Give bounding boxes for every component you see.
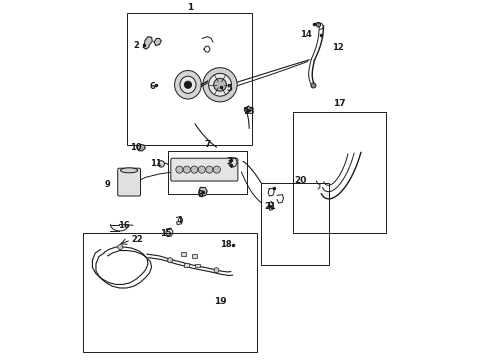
Text: 13: 13 xyxy=(243,107,254,116)
Text: 19: 19 xyxy=(214,297,226,306)
Circle shape xyxy=(198,166,205,173)
Text: 3: 3 xyxy=(226,157,232,166)
Bar xyxy=(181,252,186,256)
Ellipse shape xyxy=(174,71,201,99)
Polygon shape xyxy=(144,37,152,49)
Text: 1: 1 xyxy=(187,3,193,12)
Circle shape xyxy=(168,258,172,263)
Text: 5: 5 xyxy=(226,84,232,93)
Circle shape xyxy=(191,166,198,173)
Circle shape xyxy=(317,23,320,27)
Polygon shape xyxy=(229,158,237,167)
Ellipse shape xyxy=(121,168,138,173)
Text: 18: 18 xyxy=(220,240,231,249)
Bar xyxy=(184,263,189,267)
Bar xyxy=(169,151,247,194)
Circle shape xyxy=(206,166,213,173)
Ellipse shape xyxy=(180,76,196,93)
Text: 7: 7 xyxy=(204,140,211,149)
Polygon shape xyxy=(137,144,145,151)
Circle shape xyxy=(214,78,226,91)
Text: 9: 9 xyxy=(105,180,111,189)
Circle shape xyxy=(311,83,316,88)
Circle shape xyxy=(214,268,219,273)
Circle shape xyxy=(176,166,183,173)
Text: 6: 6 xyxy=(149,82,155,91)
Circle shape xyxy=(184,81,192,88)
Circle shape xyxy=(183,166,191,173)
Polygon shape xyxy=(245,106,251,113)
Circle shape xyxy=(118,244,122,249)
Text: 14: 14 xyxy=(300,30,312,39)
Bar xyxy=(83,233,257,352)
FancyBboxPatch shape xyxy=(118,168,141,196)
Text: 4: 4 xyxy=(176,216,182,225)
Text: 20: 20 xyxy=(294,176,306,185)
Polygon shape xyxy=(198,188,207,197)
Text: 17: 17 xyxy=(333,99,346,108)
Text: 21: 21 xyxy=(264,202,276,211)
Bar xyxy=(195,264,200,267)
Text: 22: 22 xyxy=(131,235,143,244)
FancyBboxPatch shape xyxy=(171,158,238,181)
Bar xyxy=(293,112,386,233)
Text: 11: 11 xyxy=(150,159,162,168)
Bar xyxy=(261,183,329,265)
Bar xyxy=(127,13,252,145)
Circle shape xyxy=(209,73,231,96)
Text: 8: 8 xyxy=(197,190,203,199)
Circle shape xyxy=(203,68,237,102)
Bar xyxy=(192,254,196,258)
Circle shape xyxy=(213,166,220,173)
Text: 12: 12 xyxy=(332,43,343,52)
Text: 15: 15 xyxy=(160,229,172,238)
Polygon shape xyxy=(154,39,161,46)
Text: 2: 2 xyxy=(133,41,139,50)
Circle shape xyxy=(158,161,165,167)
Text: 16: 16 xyxy=(118,221,130,230)
Text: 10: 10 xyxy=(130,143,142,152)
